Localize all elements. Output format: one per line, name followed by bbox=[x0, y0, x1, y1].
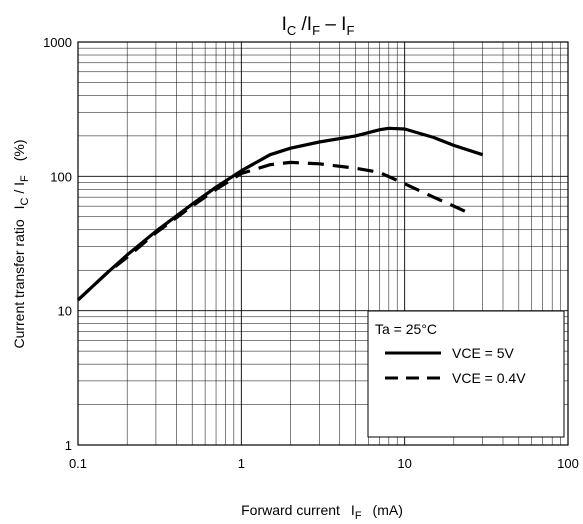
x-tick-label: 10 bbox=[397, 456, 411, 471]
legend-box bbox=[367, 310, 565, 438]
y-tick-label: 1 bbox=[65, 438, 72, 453]
plot-frame bbox=[77, 41, 569, 446]
tick-labels: 0.1 1 10 100 1 10 100 1000 bbox=[43, 35, 579, 471]
series-line-solid bbox=[76, 126, 484, 302]
legend-label-dashed: VCE = 0.4V bbox=[452, 370, 526, 386]
chart-title: IC /IF – IF bbox=[282, 14, 355, 38]
x-tick-label: 100 bbox=[557, 456, 579, 471]
x-tick-label: 0.1 bbox=[69, 456, 87, 471]
y-axis-label: Current transfer ratioIC / IF(%) bbox=[11, 139, 31, 348]
x-axis-label: Forward current IF (mA) bbox=[241, 502, 403, 522]
legend-title: Ta = 25°C bbox=[375, 321, 437, 337]
y-tick-label: 1000 bbox=[43, 35, 72, 50]
data-series bbox=[76, 126, 484, 302]
y-tick-label: 100 bbox=[50, 169, 72, 184]
y-tick-label: 10 bbox=[58, 304, 72, 319]
series-line-dashed bbox=[76, 160, 471, 302]
legend-label-solid: VCE = 5V bbox=[452, 345, 515, 361]
x-tick-label: 1 bbox=[238, 456, 245, 471]
legend: Ta = 25°C VCE = 5V VCE = 0.4V bbox=[367, 310, 565, 438]
